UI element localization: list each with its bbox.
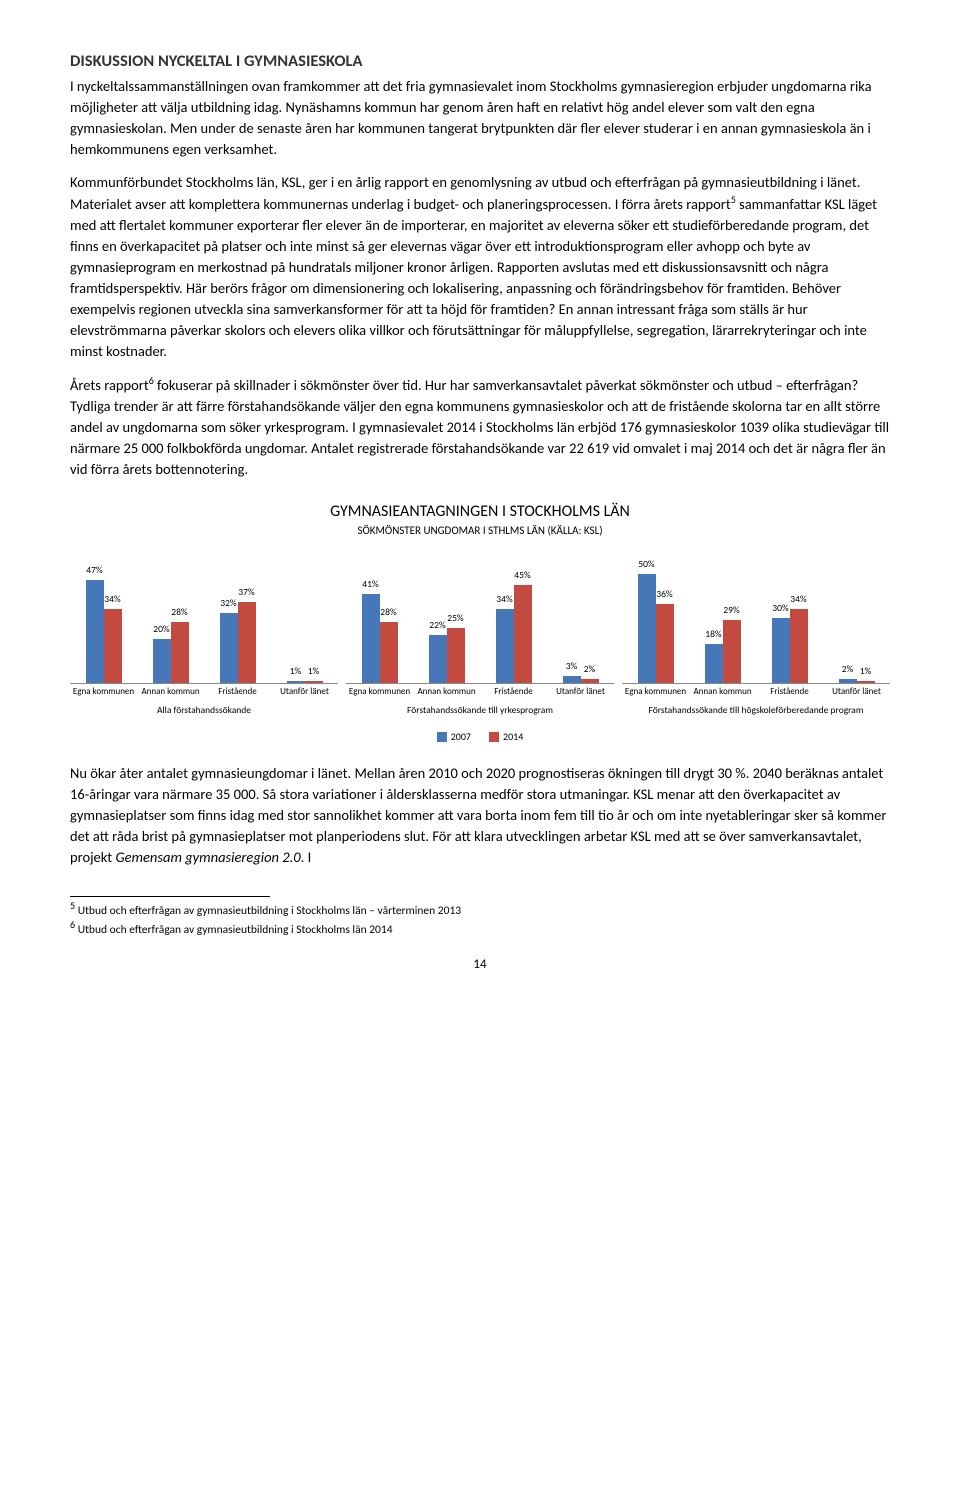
p4-part-c: . I: [301, 848, 312, 866]
footnote-5: 5 Utbud och efterfrågan av gymnasieutbil…: [70, 899, 890, 919]
legend-label-2014: 2014: [503, 730, 523, 745]
p2-part-b: sammanfattar KSL läget med att flertalet…: [70, 195, 877, 360]
legend-label-2007: 2007: [451, 730, 471, 745]
paragraph-4: Nu ökar åter antalet gymnasieungdomar i …: [70, 763, 890, 868]
legend-swatch-2014: [489, 732, 499, 742]
legend-swatch-2007: [437, 732, 447, 742]
page-heading: DISKUSSION NYCKELTAL I GYMNASIESKOLA: [70, 50, 890, 74]
footnote-6: 6 Utbud och efterfrågan av gymnasieutbil…: [70, 918, 890, 938]
chart-legend: 2007 2014: [70, 730, 890, 745]
footnote-5-text: Utbud och efterfrågan av gymnasieutbildn…: [78, 904, 461, 918]
footnote-6-text: Utbud och efterfrågan av gymnasieutbildn…: [78, 923, 393, 937]
p3-part-b: fokuserar på skillnader i sökmönster öve…: [70, 376, 889, 478]
paragraph-1: I nyckeltalssammanställningen ovan framk…: [70, 76, 890, 160]
p4-italic: Gemensam gymnasieregion 2.0: [115, 848, 300, 866]
legend-item-2007: 2007: [437, 730, 471, 745]
p3-part-a: Årets rapport: [70, 376, 149, 394]
bar-chart: 47%34%20%28%32%37%1%1%Egna kommunenAnnan…: [70, 553, 890, 745]
page-number: 14: [70, 956, 890, 975]
paragraph-2: Kommunförbundet Stockholms län, KSL, ger…: [70, 172, 890, 362]
chart-title: GYMNASIEANTAGNINGEN I STOCKHOLMS LÄN: [70, 500, 890, 523]
legend-item-2014: 2014: [489, 730, 523, 745]
chart-subtitle: SÖKMÖNSTER UNGDOMAR I STHLMS LÄN (KÄLLA:…: [70, 523, 890, 539]
paragraph-3: Årets rapport6 fokuserar på skillnader i…: [70, 374, 890, 480]
